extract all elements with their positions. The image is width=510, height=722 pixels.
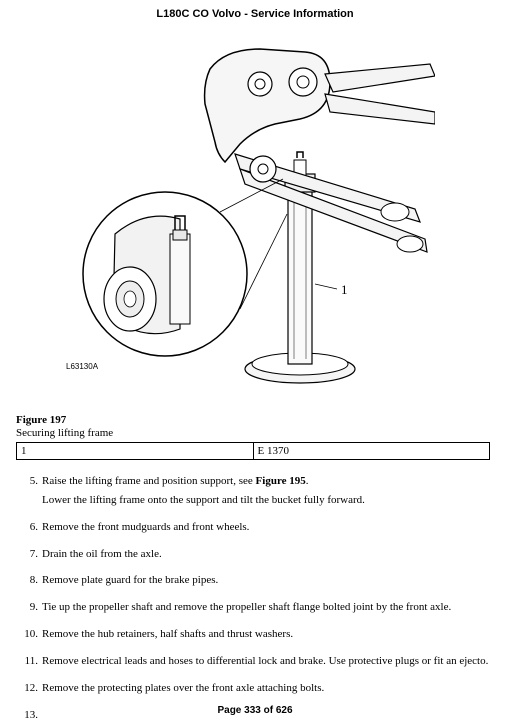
page-header: L180C CO Volvo - Service Information — [0, 0, 510, 20]
key-table: 1 E 1370 — [16, 442, 490, 460]
list-item: 8. Remove plate guard for the brake pipe… — [42, 573, 500, 588]
step-number: 5. — [20, 474, 38, 489]
page-content: Figure 197 Securing lifting frame 1 E 13… — [0, 414, 510, 696]
header-title: L180C CO Volvo - Service Information — [156, 8, 353, 20]
list-item: 5. Raise the lifting frame and position … — [42, 474, 500, 508]
step-text: Remove electrical leads and hoses to dif… — [42, 655, 488, 667]
step-subtext: Lower the lifting frame onto the support… — [42, 493, 500, 508]
list-item: 10. Remove the hub retainers, half shaft… — [42, 627, 500, 642]
table-cell-val: E 1370 — [253, 443, 490, 460]
figure-caption: Figure 197 Securing lifting frame — [16, 414, 500, 439]
step-number: 8. — [20, 573, 38, 588]
step-text: Remove the front mudguards and front whe… — [42, 521, 249, 533]
step-number: 9. — [20, 600, 38, 615]
table-row: 1 E 1370 — [17, 443, 490, 460]
step-number: 11. — [20, 654, 38, 669]
step-text: Remove the protecting plates over the fr… — [42, 682, 324, 694]
figure-illustration: 1 — [75, 34, 435, 384]
figure-label: Figure 197 — [16, 414, 66, 426]
list-item: 11. Remove electrical leads and hoses to… — [42, 654, 500, 669]
table-cell-key: 1 — [17, 443, 254, 460]
list-item: 9. Tie up the propeller shaft and remove… — [42, 600, 500, 615]
page-footer: Page 333 of 626 — [0, 705, 510, 716]
step-number: 7. — [20, 547, 38, 562]
step-text: Remove the hub retainers, half shafts an… — [42, 628, 293, 640]
list-item: 6. Remove the front mudguards and front … — [42, 520, 500, 535]
footer-text: Page 333 of 626 — [217, 705, 292, 716]
step-text: Drain the oil from the axle. — [42, 548, 162, 560]
step-text: Remove plate guard for the brake pipes. — [42, 574, 218, 586]
step-text: Raise the lifting frame and position sup… — [42, 475, 309, 487]
step-number: 12. — [20, 681, 38, 696]
figure-title: Securing lifting frame — [16, 427, 500, 439]
callout-1: 1 — [341, 282, 348, 297]
step-number: 6. — [20, 520, 38, 535]
step-text: Tie up the propeller shaft and remove th… — [42, 601, 451, 613]
list-item: 12. Remove the protecting plates over th… — [42, 681, 500, 696]
list-item: 7. Drain the oil from the axle. — [42, 547, 500, 562]
figure-code: L63130A — [66, 362, 98, 371]
step-number: 10. — [20, 627, 38, 642]
procedure-list: 5. Raise the lifting frame and position … — [10, 474, 500, 696]
